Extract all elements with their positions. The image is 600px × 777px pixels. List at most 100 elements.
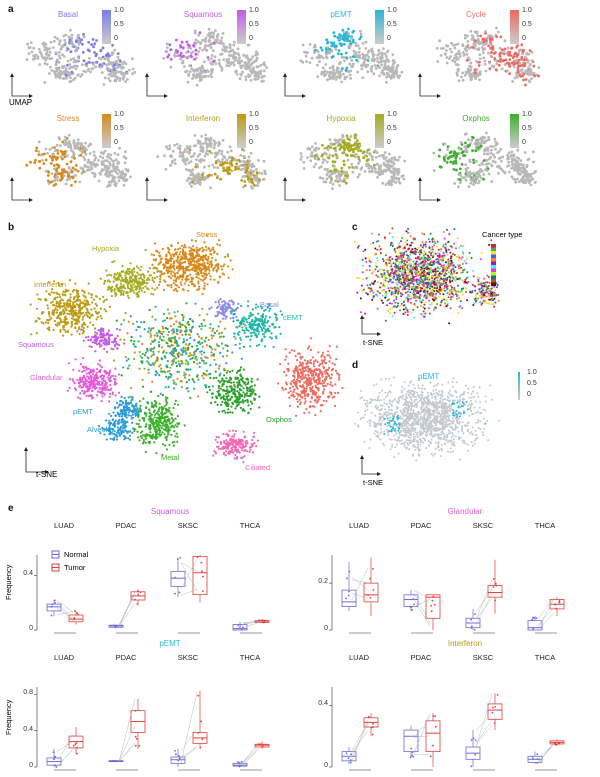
box-normal-pdac — [403, 725, 419, 759]
boxplot-title-interferon: Interferon — [447, 639, 483, 648]
umap-scale-tick: 1.0 — [249, 7, 259, 14]
boxplot-category-thca: THCA — [239, 653, 261, 662]
umap-scale-tick: 0 — [114, 35, 118, 42]
boxplot-ytick: 0.8 — [23, 689, 33, 697]
panel-b-tsne-label: t-SNE — [36, 470, 58, 479]
umap-title-squamous: Squamous — [183, 10, 223, 19]
box-tumor-thca — [254, 619, 270, 624]
tsne-cluster-squamous — [80, 327, 126, 353]
tsne-cluster-ciliated — [212, 429, 259, 464]
panel-d-tsne-label: t-SNE — [363, 478, 384, 487]
tsne-cluster-cemt — [230, 300, 284, 349]
umap-scale-tick: 1.0 — [387, 7, 397, 14]
umap-scale-tick: 0 — [249, 139, 253, 146]
boxplot-ytick: 0.2 — [318, 578, 328, 586]
umap-title-hypoxia: Hypoxia — [326, 114, 356, 123]
box-tumor-sksc — [192, 555, 208, 603]
boxplot-ytick: 0 — [324, 625, 328, 632]
umap-scale-tick: 0 — [114, 139, 118, 146]
box-tumor-luad — [363, 713, 379, 737]
panel-d-label: d — [352, 360, 359, 371]
panel-e-boxplots — [34, 550, 565, 771]
umap-plot-interferon — [145, 114, 267, 202]
umap-scale-tick: 1.0 — [114, 7, 124, 14]
umap-scale-tick: 0.5 — [249, 125, 259, 132]
panel-b-label: b — [8, 222, 15, 233]
tsne-cluster-basal — [210, 298, 240, 320]
boxplot-category-sksc: SKSC — [472, 653, 494, 662]
box-normal-thca — [527, 615, 543, 631]
boxplot-ytick: 0 — [29, 762, 33, 769]
boxplot-category-pdac: PDAC — [115, 521, 137, 530]
boxplot-category-pdac: PDAC — [410, 653, 432, 662]
boxplot-category-luad: LUAD — [348, 653, 369, 662]
box-normal-sksc — [170, 557, 186, 598]
tsne-cluster-oxphos — [206, 366, 261, 415]
box-tumor-sksc — [487, 693, 503, 731]
tsne-label-hypoxia: Hypoxia — [92, 244, 120, 253]
umap-title-pemt: pEMT — [330, 10, 352, 19]
box-normal-pdac — [108, 624, 124, 629]
umap-title-oxphos: Oxphos — [462, 114, 490, 123]
panel-d-tsne — [354, 372, 520, 476]
panel-e-ylabel-bottom: Frequency — [4, 699, 13, 735]
tsne-cluster-cycle — [277, 337, 344, 417]
umap-scale-tick: 0 — [522, 139, 526, 146]
umap-scale-tick: 1.0 — [249, 111, 259, 118]
umap-plot-stress — [10, 114, 132, 202]
boxplot-category-luad: LUAD — [53, 653, 74, 662]
tsne-label-glandular: Glandular — [30, 373, 63, 382]
tsne-cluster-stress — [139, 234, 234, 295]
umap-title-stress: Stress — [56, 114, 80, 123]
tsne-label-pemt: pEMT — [73, 407, 94, 416]
box-tumor-pdac — [425, 713, 441, 767]
boxplot-title-pemt: pEMT — [159, 639, 181, 648]
panel-d-scale-min: 0 — [527, 391, 531, 398]
boxplot-interferon — [329, 687, 565, 771]
box-tumor-luad — [363, 557, 379, 616]
panel-c-legend-title: Cancer type — [482, 230, 523, 239]
tsne-label-basal: Basal — [260, 300, 279, 309]
umap-scale-tick: 1.0 — [522, 111, 532, 118]
boxplot-ytick: 0.4 — [23, 725, 33, 733]
umap-scale-tick: 0.5 — [522, 21, 532, 28]
tsne-label-alveolar: Alveolar — [87, 425, 115, 434]
box-normal-luad — [46, 599, 62, 617]
boxplot-title-glandular: Glandular — [447, 507, 483, 516]
boxplot-ytick: 0 — [324, 762, 328, 769]
panel-d-scale-mid: 0.5 — [527, 380, 537, 387]
boxplot-ytick: 0.4 — [318, 700, 328, 708]
panel-c-label: c — [352, 222, 358, 233]
boxplot-category-thca: THCA — [534, 521, 556, 530]
boxplot-title-squamous: Squamous — [150, 507, 190, 516]
box-tumor-luad — [68, 610, 84, 625]
tsne-label-stress: Stress — [196, 230, 218, 239]
tsne-label-ciliated: Ciliated — [245, 463, 271, 472]
boxplot-glandular — [329, 555, 565, 634]
boxplot-ytick: 0 — [29, 625, 33, 632]
umap-scale-tick: 1.0 — [522, 7, 532, 14]
panel-a-umap-grid — [10, 10, 541, 202]
panel-e-label: e — [8, 503, 14, 514]
box-tumor-sksc — [192, 690, 208, 749]
tsne-cluster-hypoxia — [102, 260, 160, 302]
box-normal-pdac — [403, 590, 419, 612]
boxplot-squamous — [34, 555, 270, 634]
legend-tumor-label: Tumor — [64, 563, 86, 572]
boxplot-pemt — [34, 687, 270, 771]
boxplot-category-thca: THCA — [239, 521, 261, 530]
panel-c-tsne-label: t-SNE — [363, 338, 384, 347]
umap-scale-tick: 0.5 — [522, 125, 532, 132]
umap-scale-tick: 0.5 — [114, 125, 124, 132]
umap-scale-tick: 0.5 — [387, 21, 397, 28]
box-normal-sksc — [170, 748, 186, 767]
tsne-label-cycle: Cycle — [291, 390, 310, 399]
panel-d-title: pEMT — [418, 372, 440, 381]
box-normal-sksc — [465, 730, 481, 768]
panel-b-tsne — [24, 234, 344, 474]
box-normal-luad — [341, 747, 357, 764]
panel-d-scale-max: 1.0 — [527, 369, 537, 376]
legend-normal-label: Normal — [64, 550, 89, 559]
panel-a-label: a — [8, 4, 14, 15]
umap-scale-tick: 0 — [249, 35, 253, 42]
